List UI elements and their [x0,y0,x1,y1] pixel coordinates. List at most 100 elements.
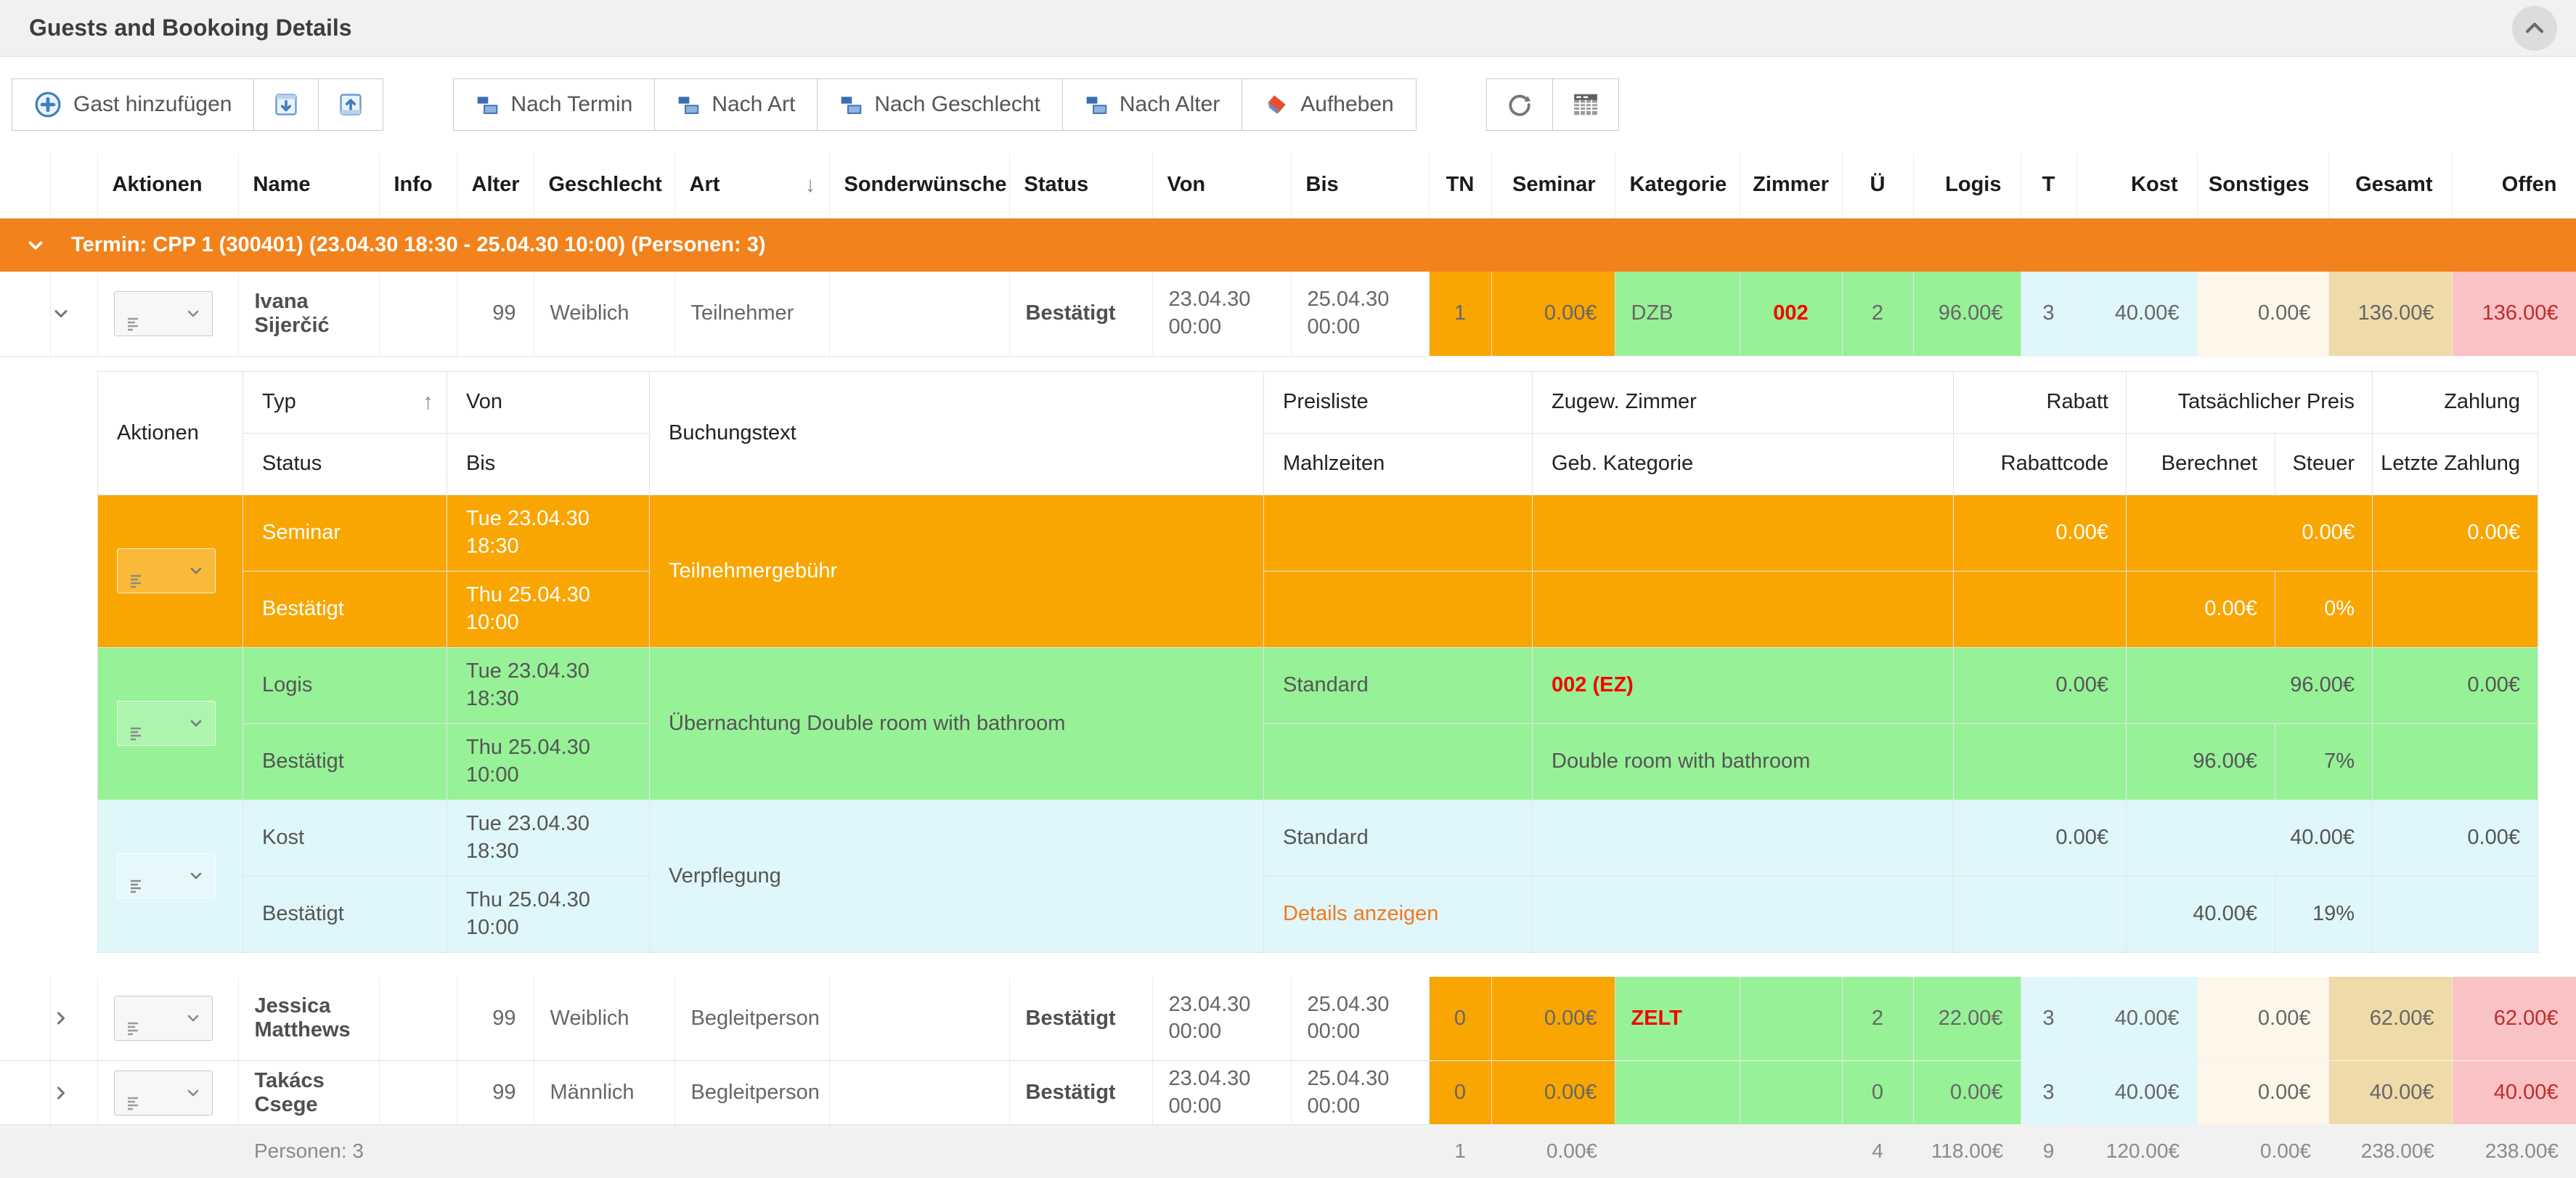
column-header-zimmer[interactable]: Zimmer [1740,153,1843,219]
booking-berechnet: 0.00€ [2126,570,2275,648]
cell-geschlecht: Weiblich [534,272,675,357]
cell-gesamt: 40.00€ [2328,1060,2453,1125]
sub-column-header-zahlung[interactable]: Zahlung [2372,370,2538,434]
sub-column-header-aktionen: Aktionen [97,370,243,495]
add-guest-button[interactable]: Gast hinzufügen [12,78,255,131]
column-header-name[interactable]: Name [238,153,380,219]
summary-logis: 118.00€ [1913,1124,2021,1178]
guest-actions-dropdown[interactable] [113,996,213,1041]
booking-actions-dropdown[interactable] [117,701,216,746]
column-header-t[interactable]: T [2021,153,2077,219]
booking-zahlung: 0.00€ [2372,494,2538,572]
cell-art: Teilnehmer [674,272,830,357]
column-header-status[interactable]: Status [1009,153,1153,219]
booking-berechnet: 96.00€ [2126,723,2275,800]
sub-column-header-preisliste[interactable]: Preisliste [1263,370,1533,434]
column-header-info[interactable]: Info [379,153,457,219]
cell-offen: 40.00€ [2452,1060,2576,1125]
clear-grouping-button[interactable]: Aufheben [1242,78,1417,131]
termin-group-row[interactable]: Termin: CPP 1 (300401) (23.04.30 18:30 -… [0,218,2576,272]
sub-column-header-zugew-zimmer[interactable]: Zugew. Zimmer [1532,370,1954,434]
booking-typ: Logis [242,646,447,724]
column-header-kost[interactable]: Kost [2076,153,2198,219]
column-header-ue[interactable]: Ü [1842,153,1914,219]
sub-column-header-tatsaechlicher-preis[interactable]: Tatsächlicher Preis [2126,370,2373,434]
summary-kategorie [1615,1124,1740,1178]
guest-actions-dropdown[interactable] [113,1070,213,1116]
spacer-cell [0,272,51,357]
column-header-tn[interactable]: TN [1429,153,1492,219]
column-header-bis[interactable]: Bis [1291,153,1430,219]
row-expander[interactable] [50,272,98,357]
sub-column-header-von[interactable]: Von [447,370,650,434]
booking-zahlung: 0.00€ [2372,646,2538,724]
cell-info [379,976,457,1061]
refresh-button[interactable] [1485,78,1553,131]
booking-typ: Kost [242,799,447,877]
sub-column-header-bis[interactable]: Bis [447,432,650,495]
sub-column-header-berechnet[interactable]: Berechnet [2126,432,2275,495]
sub-column-header-status[interactable]: Status [242,432,447,495]
guest-row-ivana: Ivana Sijerčić 99 Weiblich Teilnehmer Be… [0,272,2576,357]
sub-column-header-steuer[interactable]: Steuer [2275,432,2373,495]
sub-column-header-geb-kategorie[interactable]: Geb. Kategorie [1532,432,1954,495]
sub-column-header-letzte-zahlung[interactable]: Letzte Zahlung [2372,432,2538,495]
group-by-geschlecht-button[interactable]: Nach Geschlecht [817,78,1063,131]
bookings-detail-row: Aktionen ↑ Typ Von Buchungstext Preislis… [0,356,2576,977]
group-by-art-button[interactable]: Nach Art [654,78,818,131]
column-header-sonstiges[interactable]: Sonstiges [2197,153,2329,219]
row-expander[interactable] [50,1060,98,1125]
booking-tats-preis: 40.00€ [2126,799,2373,877]
column-settings-button[interactable] [1552,78,1619,131]
cell-kategorie: ZELT [1615,976,1740,1061]
column-header-sonderwuensche[interactable]: Sonderwünsche [829,153,1010,219]
column-header-seminar[interactable]: Seminar [1491,153,1615,219]
guest-actions-dropdown[interactable] [113,291,213,336]
column-header-art[interactable]: ↓ Art [674,153,830,219]
sub-column-header-rabatt[interactable]: Rabatt [1953,370,2127,434]
plus-circle-icon [34,91,62,118]
collapse-all-button[interactable] [318,78,384,131]
menu-icon [125,1018,142,1036]
booking-steuer: 0% [2275,570,2373,648]
booking-berechnet: 40.00€ [2126,875,2275,953]
cell-alter: 99 [457,272,534,357]
column-header-geschlecht[interactable]: Geschlecht [534,153,675,219]
chevron-down-icon [184,305,202,322]
booking-steuer: 7% [2275,723,2373,800]
booking-text: Verpflegung [649,799,1264,953]
details-anzeigen-link[interactable]: Details anzeigen [1283,902,1439,925]
sub-column-header-buchungstext[interactable]: Buchungstext [649,370,1264,495]
cell-bis: 25.04.30 00:00 [1291,1060,1430,1125]
sub-column-header-typ[interactable]: ↑ Typ [242,370,447,434]
cell-name: Jessica Matthews [238,976,380,1061]
column-header-logis[interactable]: Logis [1913,153,2021,219]
expand-all-button[interactable] [253,78,319,131]
column-header-offen[interactable]: Offen [2452,153,2576,219]
column-header-alter[interactable]: Alter [457,153,534,219]
column-header-von[interactable]: Von [1152,153,1292,219]
booking-actions-dropdown[interactable] [117,853,216,898]
column-header-aktionen[interactable]: Aktionen [97,153,239,219]
summary-sonstiges: 0.00€ [2197,1124,2328,1178]
chevron-down-icon [187,562,205,580]
group-by-alter-button[interactable]: Aufheben Nach Alter [1061,78,1243,131]
actions-cell [97,1060,239,1125]
sub-column-header-rabattcode[interactable]: Rabattcode [1953,432,2127,495]
column-header-gesamt[interactable]: Gesamt [2328,153,2453,219]
cell-status: Bestätigt [1009,976,1153,1061]
booking-letzte-zahlung [2372,875,2538,953]
collapse-panel-button[interactable] [2512,5,2557,51]
booking-rabattcode [1953,723,2127,800]
cell-status: Bestätigt [1009,1060,1153,1125]
sub-column-header-mahlzeiten[interactable]: Mahlzeiten [1263,432,1533,495]
eraser-icon [1264,92,1289,117]
group-by-termin-button[interactable]: Nach Termin [453,78,656,131]
column-header-kategorie[interactable]: Kategorie [1615,153,1740,219]
table-tools-group [1485,78,1619,131]
cell-bis: 25.04.30 00:00 [1291,272,1430,357]
booking-actions-dropdown[interactable] [117,548,216,593]
cell-kost: 40.00€ [2076,976,2198,1061]
row-expander[interactable] [50,976,98,1061]
